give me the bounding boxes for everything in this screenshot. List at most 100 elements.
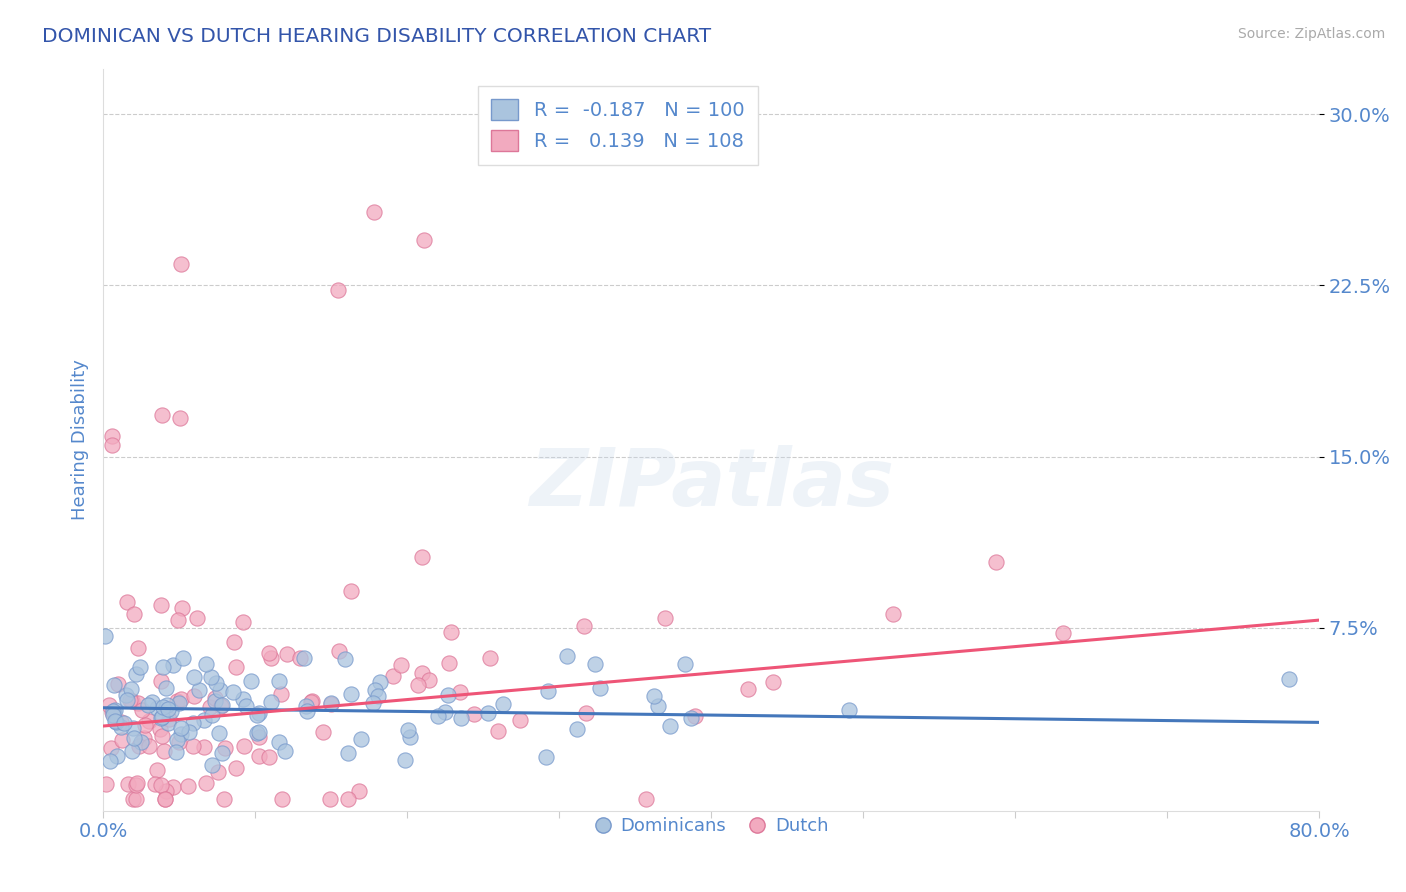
Point — [1278, 673, 1301, 687]
Point — [450, 711, 472, 725]
Point — [389, 658, 412, 673]
Point — [177, 779, 200, 793]
Point — [181, 739, 204, 753]
Point — [411, 665, 433, 680]
Point — [156, 698, 179, 713]
Point — [328, 644, 350, 658]
Point — [363, 696, 385, 710]
Point — [115, 595, 138, 609]
Point — [111, 732, 134, 747]
Point — [555, 648, 578, 663]
Point — [537, 684, 560, 698]
Point — [209, 699, 232, 714]
Point — [212, 792, 235, 806]
Point — [299, 695, 322, 709]
Point — [449, 685, 471, 699]
Point — [333, 652, 356, 666]
Point — [121, 693, 143, 707]
Point — [194, 657, 217, 671]
Point — [437, 688, 460, 702]
Point — [737, 681, 759, 696]
Point — [246, 725, 269, 739]
Point — [170, 692, 193, 706]
Point — [149, 722, 172, 736]
Point — [166, 694, 188, 708]
Point — [107, 677, 129, 691]
Point — [169, 257, 191, 271]
Point — [105, 715, 128, 730]
Point — [128, 739, 150, 753]
Text: DOMINICAN VS DUTCH HEARING DISABILITY CORRELATION CHART: DOMINICAN VS DUTCH HEARING DISABILITY CO… — [42, 27, 711, 45]
Point — [239, 674, 262, 689]
Point — [127, 696, 149, 710]
Point — [363, 205, 385, 219]
Point — [162, 780, 184, 794]
Point — [167, 696, 190, 710]
Point — [128, 660, 150, 674]
Point — [131, 735, 153, 749]
Point — [406, 678, 429, 692]
Point — [589, 681, 612, 695]
Point — [134, 718, 156, 732]
Point — [336, 746, 359, 760]
Point — [396, 723, 419, 737]
Y-axis label: Hearing Disability: Hearing Disability — [72, 359, 89, 520]
Point — [149, 674, 172, 689]
Point — [321, 697, 343, 711]
Point — [170, 721, 193, 735]
Point — [153, 792, 176, 806]
Point — [131, 702, 153, 716]
Point — [155, 681, 177, 695]
Point — [146, 763, 169, 777]
Point — [110, 720, 132, 734]
Point — [301, 694, 323, 708]
Point — [152, 660, 174, 674]
Point — [477, 706, 499, 720]
Legend: Dominicans, Dutch: Dominicans, Dutch — [586, 810, 837, 842]
Point — [150, 709, 173, 723]
Point — [347, 784, 370, 798]
Point — [194, 776, 217, 790]
Point — [288, 651, 311, 665]
Point — [247, 706, 270, 721]
Point — [683, 709, 706, 723]
Point — [208, 726, 231, 740]
Point — [200, 670, 222, 684]
Point — [437, 657, 460, 671]
Point — [181, 716, 204, 731]
Point — [232, 692, 254, 706]
Point — [207, 764, 229, 779]
Point — [257, 646, 280, 660]
Point — [115, 692, 138, 706]
Point — [838, 703, 860, 717]
Point — [150, 711, 173, 725]
Point — [350, 732, 373, 747]
Point — [138, 739, 160, 753]
Point — [249, 749, 271, 764]
Point — [104, 703, 127, 717]
Point — [103, 708, 125, 723]
Point — [162, 658, 184, 673]
Point — [117, 777, 139, 791]
Point — [762, 675, 785, 690]
Point — [418, 673, 440, 687]
Point — [636, 792, 658, 806]
Point — [260, 650, 283, 665]
Point — [120, 681, 142, 696]
Point — [267, 735, 290, 749]
Point — [155, 783, 177, 797]
Point — [121, 744, 143, 758]
Point — [149, 598, 172, 612]
Point — [101, 705, 124, 719]
Point — [200, 758, 222, 772]
Point — [150, 778, 173, 792]
Point — [249, 725, 271, 739]
Point — [150, 408, 173, 422]
Point — [318, 792, 340, 806]
Point — [167, 734, 190, 748]
Point — [165, 745, 187, 759]
Point — [463, 706, 485, 721]
Point — [201, 708, 224, 723]
Point — [157, 712, 180, 726]
Point — [132, 731, 155, 745]
